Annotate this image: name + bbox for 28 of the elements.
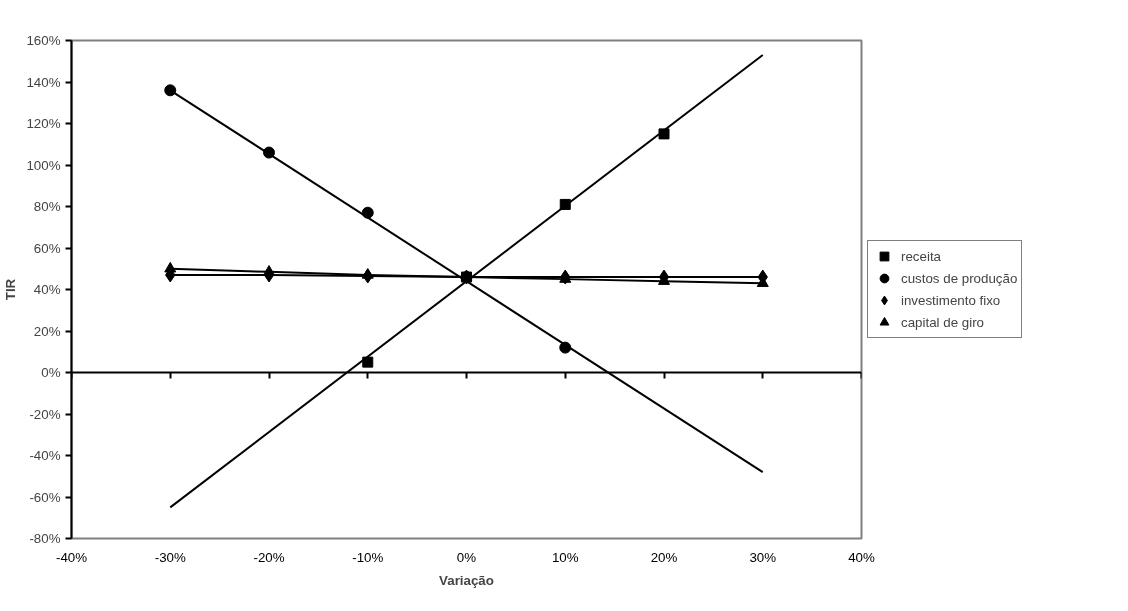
x-tick-label: 40% xyxy=(848,549,875,565)
y-tick-label: -80% xyxy=(29,531,61,546)
x-tick-label: 30% xyxy=(749,549,777,565)
x-tick-label: -20% xyxy=(253,549,285,565)
x-tick-label: -40% xyxy=(55,549,88,565)
x-tick-label: 20% xyxy=(650,549,678,565)
y-axis-title: TIR xyxy=(3,278,19,301)
x-axis-title: Variação xyxy=(439,572,494,588)
y-tick-label: 160% xyxy=(26,33,61,48)
y-tick-label: 60% xyxy=(33,240,61,256)
x-tick-label: 0% xyxy=(456,549,477,565)
legend-label: investimento fixo xyxy=(901,291,1001,310)
y-tick-label: 140% xyxy=(26,74,61,90)
legend-label: custos de produção xyxy=(901,269,1018,288)
x-tick-label: 10% xyxy=(551,549,579,565)
y-tick-label: 120% xyxy=(26,116,61,131)
y-tick-label: -40% xyxy=(29,448,61,463)
y-tick-label: 0% xyxy=(41,365,61,380)
y-tick-label: 100% xyxy=(26,157,61,173)
y-tick-label: -60% xyxy=(29,489,61,505)
y-tick-label: 20% xyxy=(33,323,61,339)
y-tick-label: 80% xyxy=(33,199,61,214)
y-tick-label: -20% xyxy=(29,406,61,422)
legend-label: receita xyxy=(901,247,942,266)
x-tick-label: -10% xyxy=(352,549,384,565)
legend-label: capital de giro xyxy=(901,313,984,332)
y-tick-label: 40% xyxy=(33,282,61,297)
x-tick-label: -30% xyxy=(154,549,186,565)
